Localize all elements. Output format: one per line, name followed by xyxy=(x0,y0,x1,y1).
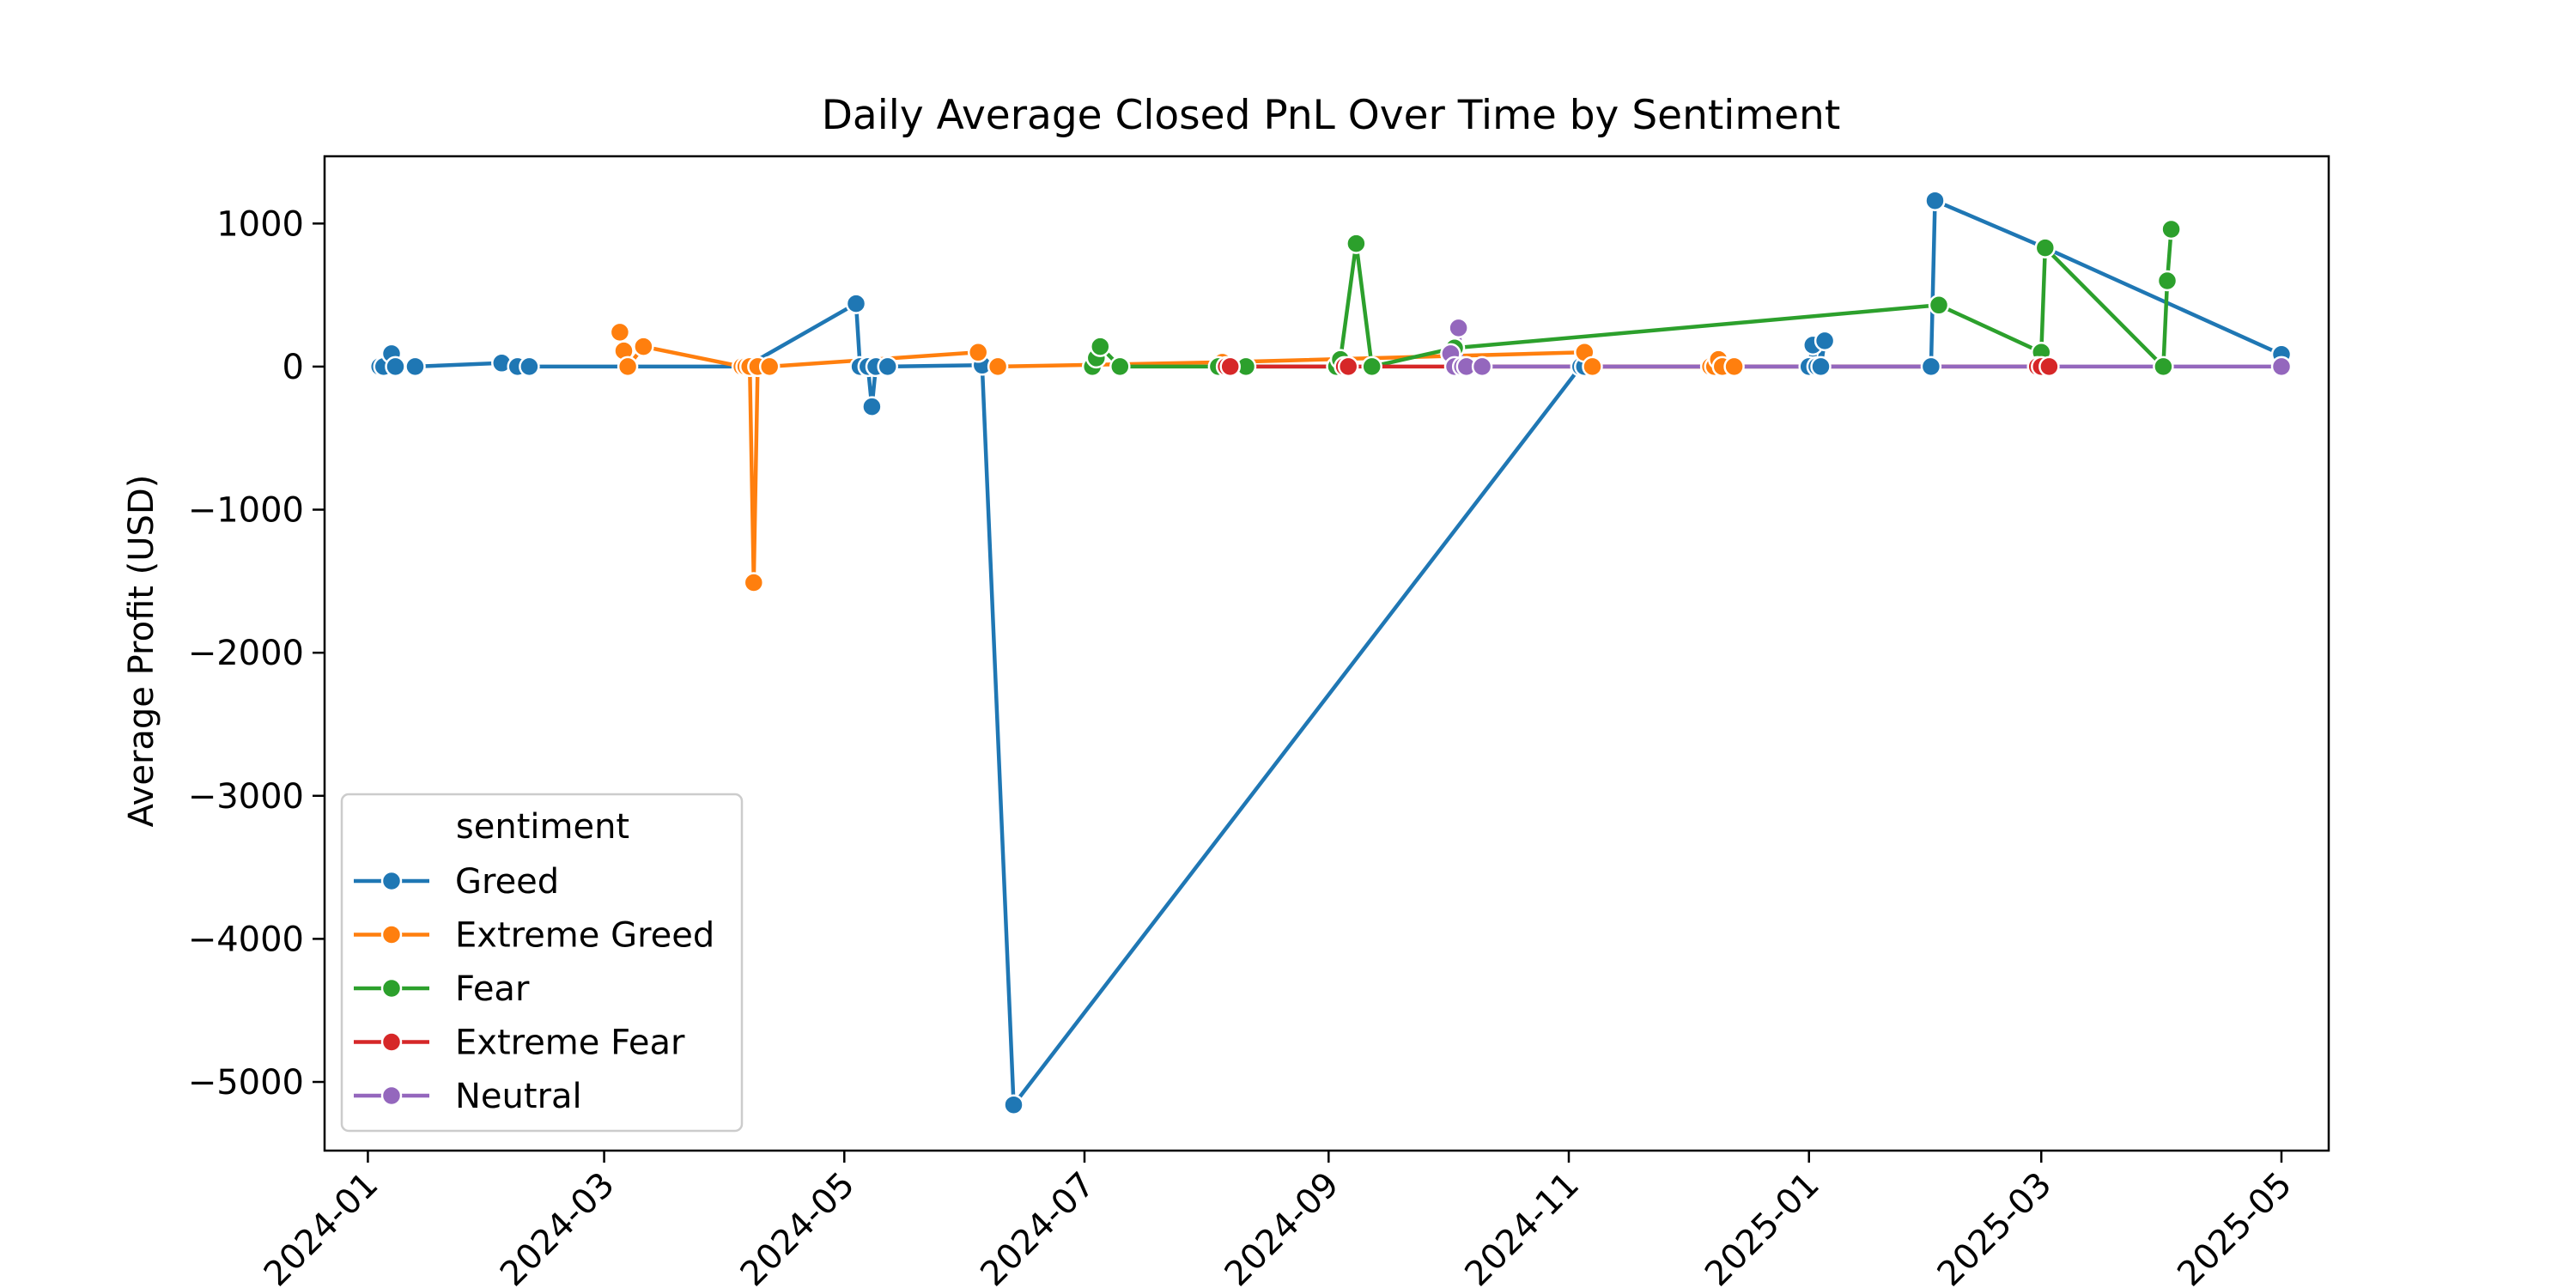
plot-frame xyxy=(323,155,2330,1152)
y-tick-label: 1000 xyxy=(216,204,304,244)
data-point-neutral xyxy=(2270,355,2293,378)
legend-marker xyxy=(380,977,403,999)
legend: sentiment Greed Extreme Greed Fear Extreme F… xyxy=(340,793,744,1133)
legend-marker xyxy=(380,1031,403,1053)
legend-label: Fear xyxy=(455,969,530,1009)
data-point-fear xyxy=(1361,355,1382,378)
data-point-greed xyxy=(877,355,898,378)
y-axis: 1000 0 −1000 −2000 −3000 −4000 −5000 xyxy=(188,204,325,1103)
legend-box xyxy=(340,793,744,1133)
legend-label: Neutral xyxy=(455,1077,582,1116)
data-point-fear xyxy=(2160,218,2182,240)
data-point-fear xyxy=(2153,355,2174,378)
data-point-extreme-greed xyxy=(987,355,1009,378)
data-point-fear xyxy=(1109,355,1131,378)
data-point-extreme-greed xyxy=(1582,355,1603,378)
data-point-extreme-greed xyxy=(743,572,765,593)
data-point-extreme-greed xyxy=(617,355,639,378)
legend-label: Extreme Greed xyxy=(455,916,714,956)
y-tick-label: −4000 xyxy=(188,920,304,959)
data-point-extreme-greed xyxy=(609,321,631,343)
legend-marker xyxy=(380,870,403,892)
data-point-extreme-fear xyxy=(1219,355,1241,378)
data-point-fear xyxy=(1346,233,1367,254)
y-axis-label: Average Profit (USD) xyxy=(122,475,161,828)
y-tick-label: −5000 xyxy=(188,1063,304,1103)
data-point-greed xyxy=(845,293,867,314)
legend-marker xyxy=(380,924,403,945)
data-point-greed xyxy=(1924,190,1946,211)
data-point-extreme-greed xyxy=(633,336,654,357)
y-tick-label: −3000 xyxy=(188,777,304,817)
legend-title: sentiment xyxy=(456,807,629,847)
data-point-greed xyxy=(519,355,540,378)
y-tick-label: 0 xyxy=(283,348,304,387)
data-point-neutral xyxy=(1448,317,1469,339)
y-tick-label: −2000 xyxy=(188,634,304,673)
data-point-fear xyxy=(1090,336,1111,357)
data-point-extreme-fear xyxy=(2038,355,2060,378)
chart-title: Daily Average Closed PnL Over Time by Se… xyxy=(822,92,1841,139)
data-point-extreme-greed xyxy=(967,342,989,363)
data-point-fear xyxy=(1928,295,1950,316)
y-tick-label: −1000 xyxy=(188,491,304,531)
data-point-greed xyxy=(385,355,406,378)
plot-area xyxy=(368,190,2293,1115)
data-point-greed xyxy=(1810,355,1832,378)
data-point-greed xyxy=(404,355,426,378)
legend-label: Extreme Fear xyxy=(455,1024,685,1063)
data-point-greed xyxy=(861,396,883,417)
data-point-fear xyxy=(2156,270,2178,292)
legend-marker xyxy=(380,1084,403,1107)
data-point-extreme-fear xyxy=(1337,355,1359,378)
data-point-neutral xyxy=(1471,355,1493,378)
data-point-extreme-greed xyxy=(1723,355,1745,378)
data-point-greed xyxy=(1920,355,1942,378)
legend-label: Greed xyxy=(455,862,559,902)
data-point-greed xyxy=(1814,330,1836,352)
data-point-greed xyxy=(1003,1094,1024,1115)
data-point-fear xyxy=(2034,237,2057,258)
data-point-extreme-greed xyxy=(758,355,781,378)
